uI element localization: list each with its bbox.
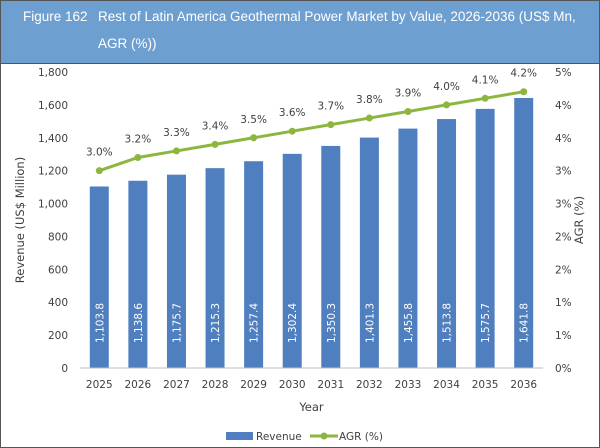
- y-axis-title: Revenue (US$ Million): [13, 157, 27, 283]
- agr-data-label: 4.1%: [472, 74, 499, 86]
- y2-tick-label: 4%: [555, 100, 572, 112]
- revenue-data-label: 1,175.7: [171, 303, 183, 343]
- revenue-bar: [244, 161, 264, 368]
- revenue-bar: [359, 137, 379, 368]
- y-tick-label: 1,200: [38, 166, 68, 178]
- agr-data-label: 3.3%: [163, 127, 190, 139]
- revenue-bar: [166, 174, 186, 368]
- agr-marker: [327, 121, 335, 129]
- agr-marker: [443, 101, 451, 109]
- x-tick-label: 2030: [279, 379, 306, 391]
- x-tick-label: 2035: [472, 379, 499, 391]
- revenue-data-label: 1,103.8: [94, 303, 106, 343]
- x-tick-label: 2031: [317, 379, 344, 391]
- agr-data-label: 3.0%: [86, 147, 113, 159]
- agr-data-label: 4.2%: [510, 68, 537, 80]
- agr-marker: [404, 107, 412, 115]
- legend-agr-label: AGR (%): [339, 431, 383, 443]
- revenue-data-label: 1,641.8: [519, 303, 531, 343]
- revenue-bar: [205, 168, 225, 368]
- agr-data-label: 3.6%: [279, 107, 306, 119]
- x-tick-label: 2028: [202, 379, 229, 391]
- revenue-data-label: 1,575.7: [480, 303, 492, 343]
- revenue-data-label: 1,257.4: [249, 303, 261, 343]
- revenue-data-label: 1,302.4: [287, 303, 299, 343]
- revenue-data-label: 1,455.8: [403, 303, 415, 343]
- y-tick-label: 400: [48, 297, 68, 309]
- agr-marker: [211, 140, 219, 148]
- x-tick-label: 2033: [395, 379, 422, 391]
- agr-line: [98, 90, 524, 173]
- figure-header: Figure 162 Rest of Latin America Geother…: [1, 1, 599, 64]
- y2-tick-label: 1%: [555, 330, 572, 342]
- agr-marker: [520, 88, 528, 96]
- figure-title: Rest of Latin America Geothermal Power M…: [98, 9, 576, 51]
- figure-number: Figure 162: [23, 9, 88, 24]
- x-axis-title: Year: [298, 400, 324, 414]
- y2-tick-label: 1%: [555, 297, 572, 309]
- legend-agr-marker: [320, 432, 328, 440]
- agr-data-label: 4.0%: [433, 81, 460, 93]
- y2-tick-label: 2%: [555, 231, 572, 243]
- y2-tick-label: 3%: [555, 199, 572, 211]
- y-tick-label: 1,400: [38, 133, 68, 145]
- legend-revenue-swatch: [226, 432, 253, 440]
- x-tick-label: 2025: [86, 379, 113, 391]
- y2-tick-label: 0%: [555, 363, 572, 375]
- revenue-data-label: 1,350.3: [326, 303, 338, 343]
- y-tick-label: 800: [48, 231, 68, 243]
- agr-data-label: 3.8%: [356, 94, 383, 106]
- y2-tick-label: 4%: [555, 133, 572, 145]
- y2-axis-title: AGR (%): [572, 196, 586, 244]
- y-tick-label: 0: [61, 363, 68, 375]
- agr-marker: [172, 147, 180, 155]
- y2-tick-label: 5%: [555, 67, 572, 79]
- agr-data-label: 3.5%: [240, 114, 267, 126]
- revenue-data-label: 1,513.8: [442, 303, 454, 343]
- x-tick-label: 2027: [163, 379, 190, 391]
- legend-revenue-label: Revenue: [256, 431, 302, 443]
- y2-tick-label: 3%: [555, 166, 572, 178]
- revenue-bar: [398, 128, 418, 368]
- agr-data-label: 3.9%: [395, 87, 422, 99]
- x-tick-label: 2032: [356, 379, 383, 391]
- revenue-data-label: 1,138.6: [133, 303, 145, 343]
- revenue-bar: [475, 108, 495, 368]
- revenue-bar: [128, 180, 148, 368]
- revenue-bar: [514, 98, 534, 369]
- y-tick-label: 1,000: [38, 199, 68, 211]
- revenue-bar: [321, 145, 341, 368]
- y-tick-label: 200: [48, 330, 68, 342]
- y-tick-label: 600: [48, 264, 68, 276]
- x-tick-label: 2034: [433, 379, 460, 391]
- revenue-bar: [89, 186, 109, 368]
- agr-marker: [95, 167, 103, 175]
- agr-data-label: 3.2%: [125, 134, 152, 146]
- y2-tick-label: 2%: [555, 264, 572, 276]
- revenue-data-label: 1,401.3: [364, 303, 376, 343]
- agr-marker: [288, 127, 296, 135]
- x-tick-label: 2026: [125, 379, 152, 391]
- agr-marker: [365, 114, 373, 122]
- agr-data-label: 3.7%: [317, 101, 344, 113]
- y-tick-label: 1,800: [38, 67, 68, 79]
- revenue-bar: [437, 119, 457, 369]
- agr-data-label: 3.4%: [202, 120, 229, 132]
- revenue-data-label: 1,215.3: [210, 303, 222, 343]
- revenue-bar: [282, 153, 302, 368]
- agr-marker: [250, 134, 258, 142]
- agr-marker: [481, 94, 489, 102]
- x-tick-label: 2029: [240, 379, 267, 391]
- agr-marker: [134, 154, 142, 162]
- y-tick-label: 1,600: [38, 100, 68, 112]
- x-tick-label: 2036: [510, 379, 537, 391]
